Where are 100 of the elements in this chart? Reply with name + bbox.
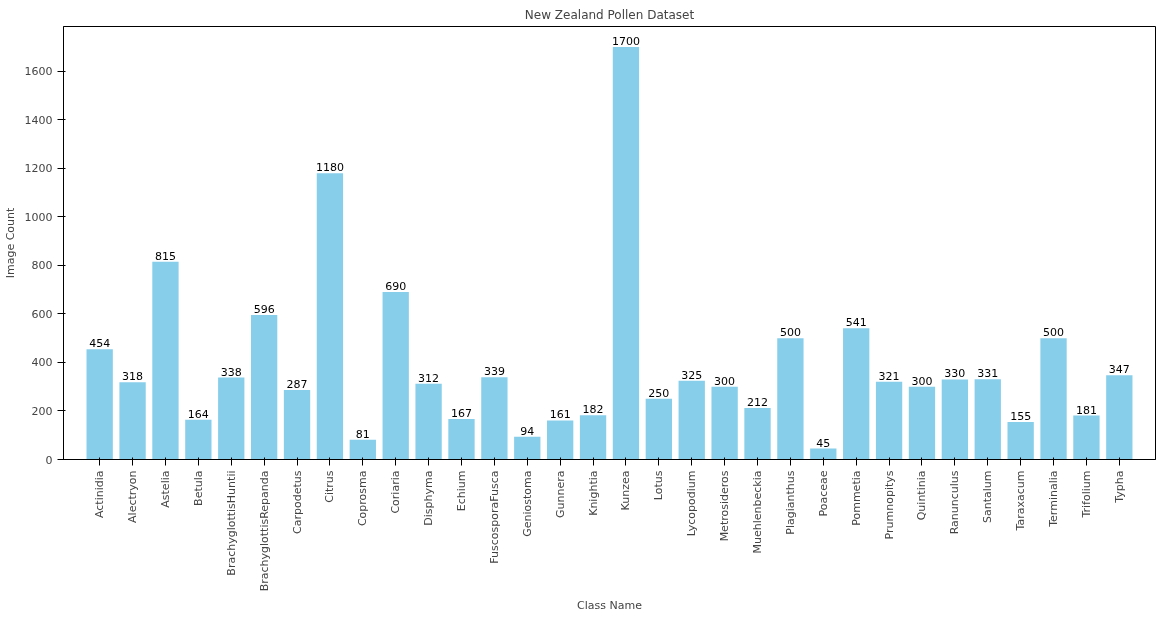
data-label: 321 (878, 369, 900, 383)
bar (415, 383, 442, 460)
y-tick-label: 1600 (24, 65, 53, 79)
bar (448, 418, 475, 460)
data-label: 1180 (315, 161, 344, 175)
x-tick-label: Quintinia (915, 470, 929, 521)
data-label: 312 (418, 371, 440, 385)
bar (1040, 338, 1067, 460)
data-label: 94 (520, 424, 535, 438)
bar (349, 439, 376, 460)
bar (579, 415, 607, 460)
data-label: 212 (747, 396, 769, 410)
data-label: 161 (549, 408, 571, 422)
x-axis-title: Class Name (577, 599, 643, 613)
bar (119, 382, 146, 460)
bar (250, 314, 278, 460)
data-label: 81 (355, 427, 370, 441)
bar (612, 47, 640, 460)
data-label: 500 (1043, 326, 1065, 340)
data-label: 541 (845, 316, 867, 330)
bar (152, 261, 179, 460)
y-axis-title: Image Count (3, 207, 17, 279)
x-tick-label: Poaceae (816, 470, 830, 517)
data-label: 815 (154, 249, 176, 263)
bar (843, 328, 870, 460)
x-tick-label: Pommetia (849, 470, 863, 526)
data-label: 182 (582, 403, 604, 417)
data-label: 1700 (611, 35, 640, 49)
x-tick-label: Terminalia (1047, 470, 1061, 528)
data-label: 330 (944, 367, 966, 381)
x-tick-label: Carpodetus (290, 470, 304, 534)
bar (645, 398, 672, 460)
bar (1073, 415, 1100, 460)
x-tick-label: Prumnopitys (882, 470, 896, 540)
x-tick-label: Lotus (652, 470, 666, 501)
x-tick-label: Ranunculus (948, 470, 962, 535)
data-label: 347 (1108, 363, 1130, 377)
x-tick-label: Coprosma (356, 470, 370, 527)
x-tick-label: Echium (454, 470, 468, 512)
x-tick-label: Lycopodium (685, 470, 699, 537)
data-label: 167 (450, 406, 472, 420)
bar (974, 379, 1001, 460)
bar (382, 292, 409, 460)
data-label: 331 (977, 367, 999, 381)
x-tick-label: Knightia (586, 470, 600, 516)
data-label: 287 (286, 377, 308, 391)
bar (283, 389, 311, 460)
y-tick-label: 1000 (24, 210, 53, 224)
x-tick-label: Santalum (981, 470, 995, 523)
data-label: 250 (648, 386, 670, 400)
bar (1106, 375, 1133, 460)
data-label: 596 (253, 302, 275, 316)
x-tick-label: Actinidia (93, 470, 107, 519)
y-tick-label: 200 (31, 404, 53, 418)
data-label: 155 (1010, 409, 1032, 423)
y-tick-label: 400 (31, 356, 53, 370)
x-tick-label: Disphyma (422, 470, 436, 526)
y-tick-label: 800 (31, 259, 53, 273)
bar (908, 386, 936, 460)
x-tick-label: Astelia (158, 470, 172, 508)
x-tick-label: Plagianthus (783, 470, 797, 535)
bar (547, 420, 574, 460)
x-tick-label: Typha (1112, 470, 1126, 504)
x-tick-label: Coriaria (389, 470, 403, 514)
x-tick-label: Muehlenbeckia (751, 470, 765, 554)
x-tick-label: Trifolium (1079, 470, 1093, 519)
data-label: 45 (816, 436, 831, 450)
x-tick-label: Taraxacum (1014, 470, 1028, 532)
bar (941, 379, 969, 460)
bar (777, 338, 804, 460)
x-tick-label: Alectryon (126, 470, 140, 523)
data-label: 454 (89, 337, 111, 351)
bar (711, 386, 738, 460)
bar (1007, 421, 1034, 460)
x-tick-label: Metrosideros (718, 470, 732, 542)
bar (875, 381, 903, 460)
x-tick-label: Citrus (323, 470, 337, 503)
chart-title: New Zealand Pollen Dataset (524, 7, 695, 22)
y-tick-label: 0 (45, 453, 53, 467)
data-label: 181 (1075, 403, 1097, 417)
x-tick-label: Kunzea (619, 470, 633, 511)
data-label: 325 (681, 368, 703, 382)
bar (481, 377, 508, 460)
x-tick-label: Geniostoma (520, 470, 534, 537)
x-tick-label: BrachyglottisHuntii (224, 470, 238, 576)
bar (810, 448, 837, 460)
x-tick-label: BrachyglottisRepanda (257, 470, 271, 592)
data-label: 690 (385, 280, 407, 294)
bar (185, 419, 212, 460)
data-label: 300 (911, 374, 933, 388)
bar (316, 173, 344, 460)
data-label: 338 (220, 365, 242, 379)
y-tick-label: 600 (31, 307, 53, 321)
bar (744, 408, 771, 460)
bar (678, 380, 705, 460)
data-label: 164 (187, 407, 209, 421)
bar (218, 377, 245, 460)
data-label: 500 (779, 326, 801, 340)
bar (514, 436, 541, 460)
data-label: 318 (122, 370, 144, 384)
